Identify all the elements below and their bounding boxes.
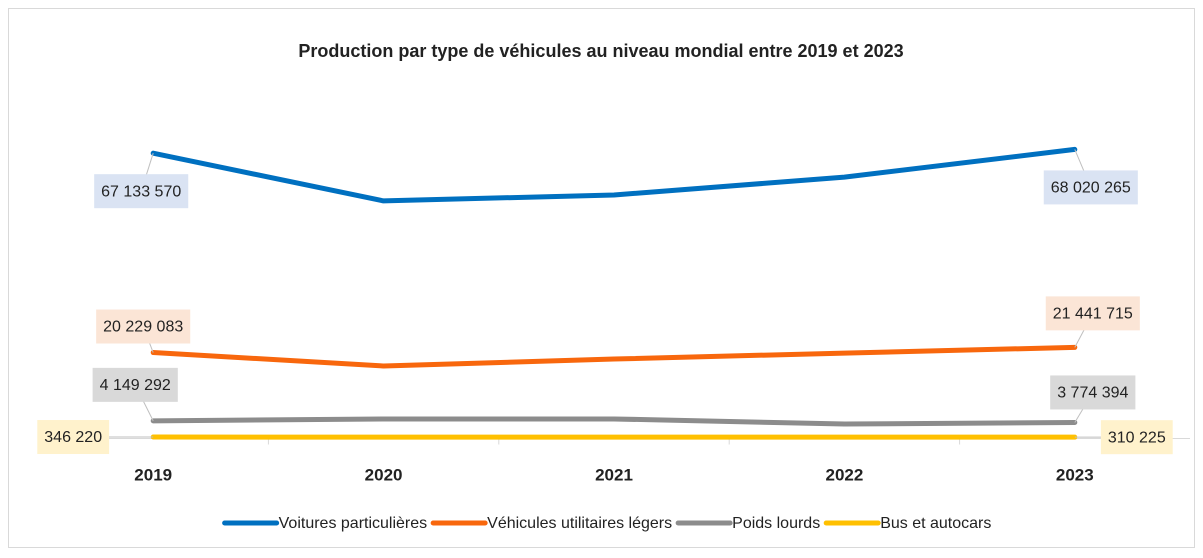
data-label-bg	[96, 309, 191, 344]
data-label: 310 225	[1108, 429, 1166, 446]
data-label-bg	[37, 420, 110, 455]
data-label: 68 020 265	[1051, 180, 1131, 197]
x-tick-label: 2023	[1056, 465, 1094, 484]
line-series	[150, 146, 1078, 204]
chart-border	[8, 8, 1195, 548]
data-label: 67 133 570	[101, 183, 181, 200]
chart-title: Production par type de véhicules au nive…	[298, 41, 903, 61]
data-label: 21 441 715	[1053, 306, 1133, 323]
legend-label: Bus et autocars	[880, 515, 991, 532]
x-tick-label: 2021	[595, 465, 633, 484]
data-label-bg	[1045, 296, 1140, 331]
data-label-bg	[1100, 420, 1173, 455]
data-label-bg	[94, 174, 189, 209]
legend-label: Véhicules utilitaires légers	[487, 515, 672, 532]
x-tick-label: 2019	[134, 465, 172, 484]
line-series	[150, 344, 1078, 369]
data-label: 4 149 292	[100, 377, 171, 394]
data-label-bg	[1050, 375, 1136, 410]
data-label: 3 774 394	[1057, 385, 1128, 402]
legend-label: Voitures particulières	[279, 515, 428, 532]
legend-label: Poids lourds	[732, 515, 820, 532]
data-label: 20 229 083	[103, 319, 183, 336]
data-label: 346 220	[44, 429, 102, 446]
data-label-bg	[92, 367, 178, 402]
x-tick-label: 2022	[825, 465, 863, 484]
data-label-bg	[1043, 170, 1138, 205]
x-tick-label: 2020	[365, 465, 403, 484]
line-series	[150, 416, 1078, 427]
